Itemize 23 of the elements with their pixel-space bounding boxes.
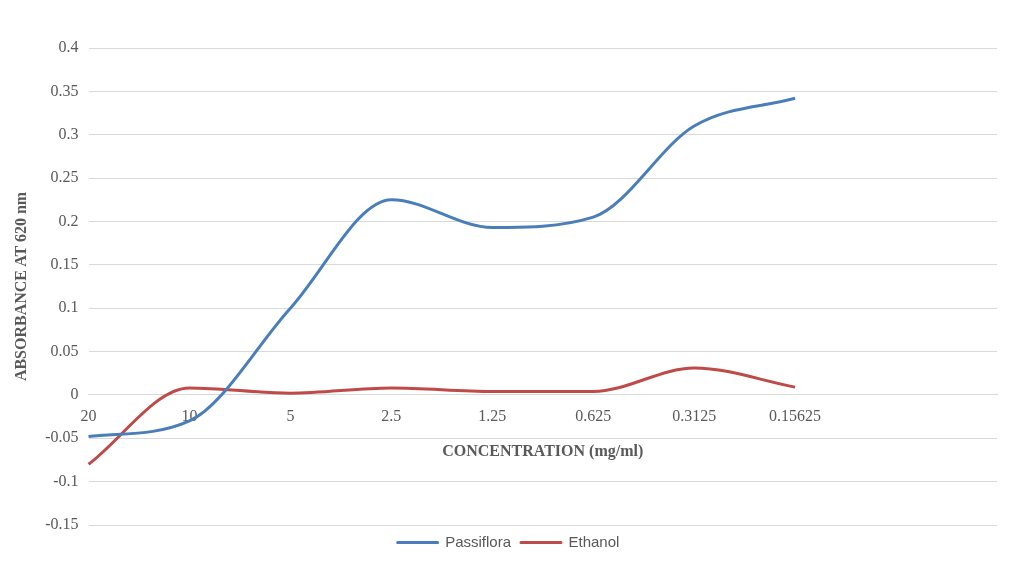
y-tick-label: -0.15: [45, 515, 79, 533]
x-tick-label: 5: [286, 406, 295, 424]
x-axis-title: CONCENTRATION (mg/ml): [442, 441, 644, 460]
legend-label: Ethanol: [568, 532, 620, 550]
y-tick-label: -0.1: [53, 471, 79, 489]
y-tick-label: -0.05: [45, 428, 79, 446]
y-tick-label: 0.25: [50, 168, 79, 186]
y-tick-label: 0.35: [50, 81, 79, 99]
y-tick-label: 0.2: [58, 211, 79, 229]
x-tick-label: 0.15625: [769, 406, 822, 424]
x-tick-label: 2.5: [381, 406, 402, 424]
y-tick-label: 0.3: [58, 124, 79, 142]
y-axis-title: ABSORBANCE AT 620 nm: [11, 191, 29, 382]
x-tick-label: 0.3125: [672, 406, 717, 424]
y-tick-label: 0.1: [58, 298, 79, 316]
y-tick-label: 0: [70, 385, 79, 403]
y-tick-label: 0.15: [50, 255, 79, 273]
y-tick-label: 0.4: [58, 38, 79, 56]
x-tick-label: 0.625: [575, 406, 612, 424]
x-tick-label: 20: [80, 406, 97, 424]
legend-label: Passiflora: [445, 532, 512, 550]
y-tick-label: 0.05: [50, 341, 79, 359]
x-tick-label: 1.25: [478, 406, 507, 424]
